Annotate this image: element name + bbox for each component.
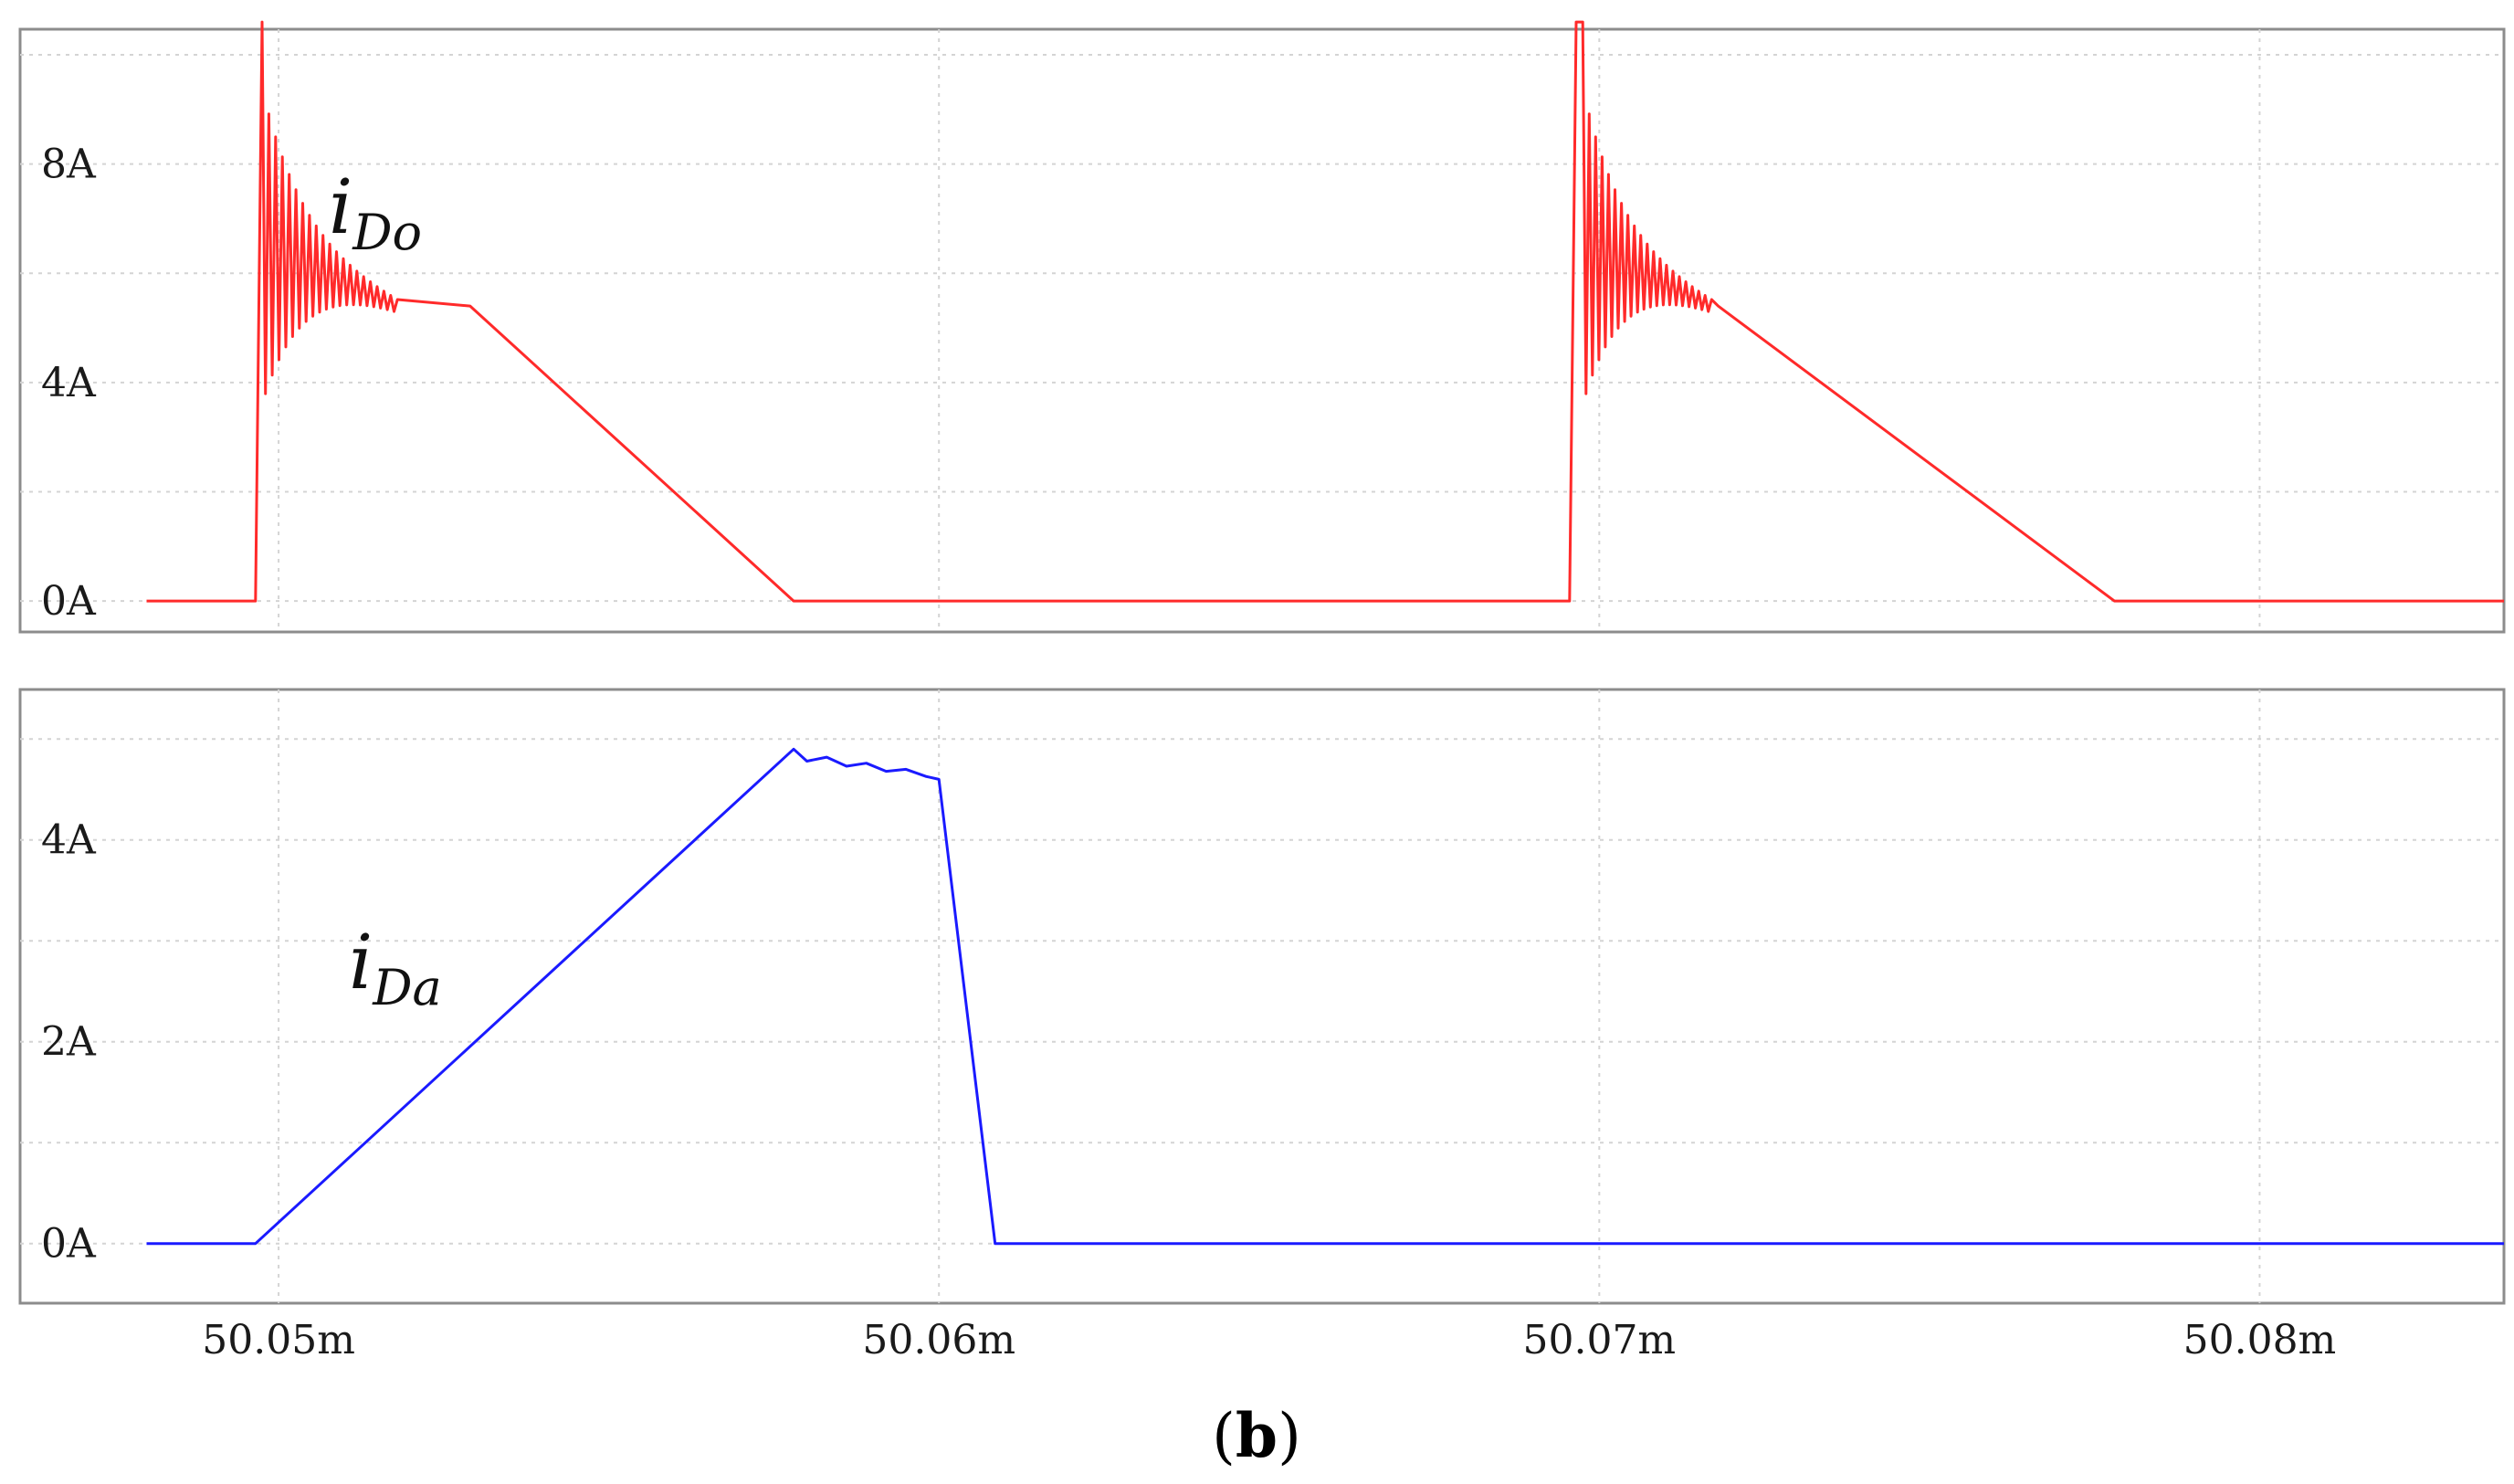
x-axis-labels: 50.05m 50.06m 50.07m 50.08m bbox=[202, 1317, 2336, 1363]
plot-frame bbox=[18, 688, 2506, 1305]
x-tick-label: 50.06m bbox=[862, 1317, 1015, 1363]
panel-iDo: 0A 4A 8A iDo bbox=[18, 20, 2506, 634]
plot-frame bbox=[18, 27, 2506, 634]
y-tick-label: 0A bbox=[41, 578, 97, 625]
x-tick-label: 50.05m bbox=[202, 1317, 355, 1363]
y-tick-label: 4A bbox=[41, 360, 97, 406]
x-tick-label: 50.07m bbox=[1522, 1317, 1676, 1363]
panel-iDa: 0A 2A 4A iDa bbox=[18, 688, 2506, 1305]
y-tick-label: 0A bbox=[41, 1221, 97, 1268]
figure-caption: (b) bbox=[1212, 1400, 1301, 1471]
series-line-iDa bbox=[146, 747, 2504, 1246]
y-tick-label: 8A bbox=[41, 142, 97, 188]
y-tick-label: 4A bbox=[41, 817, 97, 864]
series-label-iDa: iDa bbox=[349, 920, 442, 1016]
series-line-iDo bbox=[146, 20, 2504, 603]
series-label-iDo: iDo bbox=[329, 164, 422, 261]
y-tick-label: 2A bbox=[41, 1019, 97, 1066]
x-tick-label: 50.08m bbox=[2183, 1317, 2337, 1363]
